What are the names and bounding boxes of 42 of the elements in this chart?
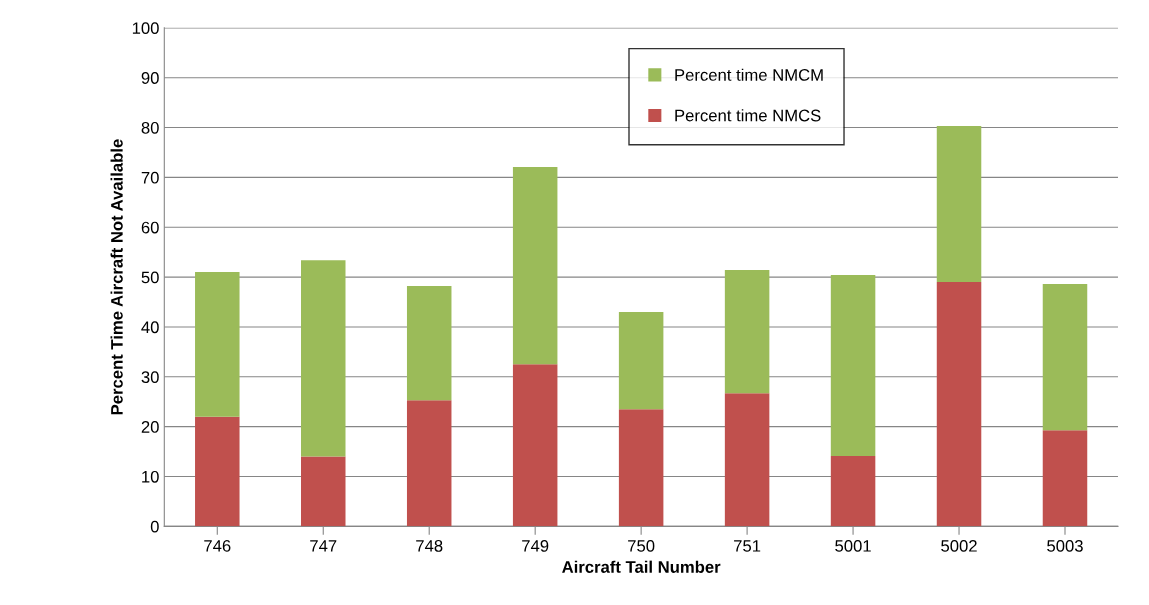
- bar: [936, 126, 982, 283]
- bar: [830, 456, 876, 527]
- bar: [830, 275, 876, 457]
- x-tick-label: 747: [310, 540, 337, 552]
- y-tick-label: 80: [141, 121, 159, 134]
- bar: [936, 282, 982, 527]
- bar: [512, 364, 558, 527]
- bar: [724, 393, 770, 527]
- y-tick-label: 50: [141, 271, 159, 284]
- y-tick-label: 0: [150, 520, 159, 533]
- y-axis-title: Percent Time Aircraft Not Available: [110, 139, 123, 415]
- x-tick-label: 751: [734, 540, 761, 552]
- y-tick-label: 100: [132, 22, 159, 35]
- y-tick-label: 90: [141, 72, 159, 84]
- legend-label: Percent time NMCM: [675, 68, 823, 81]
- bar: [1042, 284, 1088, 431]
- x-axis-title: Aircraft Tail Number: [562, 560, 721, 573]
- bar: [406, 286, 452, 401]
- y-tick-label: 30: [141, 371, 159, 383]
- bar: [1042, 430, 1088, 527]
- y-tick-label: 20: [141, 421, 159, 433]
- bar: [195, 416, 240, 527]
- x-tick-label: 5003: [1047, 539, 1083, 552]
- bar: [618, 409, 664, 527]
- x-tick-label: 5001: [835, 539, 871, 552]
- bar: [195, 272, 240, 417]
- bar: [618, 311, 664, 410]
- bar: [724, 270, 770, 394]
- y-tick-label: 70: [141, 171, 159, 184]
- y-tick-label: 40: [141, 321, 159, 334]
- y-tick-label: 60: [141, 221, 159, 234]
- x-tick-label: 746: [204, 539, 231, 552]
- bar: [406, 400, 452, 527]
- bar: [512, 166, 558, 365]
- y-tick-label: 10: [142, 470, 159, 483]
- x-tick-label: 748: [416, 539, 443, 552]
- x-tick-label: 749: [522, 539, 549, 552]
- bar: [301, 456, 346, 527]
- x-tick-label: 750: [628, 539, 655, 552]
- legend-label: Percent time NMCS: [675, 109, 821, 122]
- x-tick-label: 5002: [941, 539, 977, 552]
- bar: [301, 260, 346, 457]
